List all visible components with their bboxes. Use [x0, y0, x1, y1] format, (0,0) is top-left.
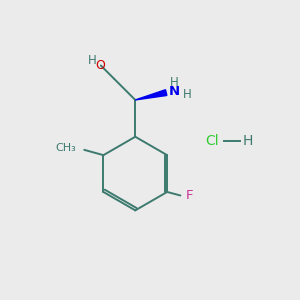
Text: O: O — [95, 59, 105, 72]
Polygon shape — [135, 90, 167, 100]
Text: H: H — [243, 134, 253, 148]
Text: CH₃: CH₃ — [55, 143, 76, 153]
Text: H: H — [182, 88, 191, 101]
Text: F: F — [186, 189, 193, 202]
Text: H: H — [170, 76, 179, 89]
Text: N: N — [169, 85, 180, 98]
Text: Cl: Cl — [205, 134, 219, 148]
Text: H: H — [88, 54, 97, 67]
